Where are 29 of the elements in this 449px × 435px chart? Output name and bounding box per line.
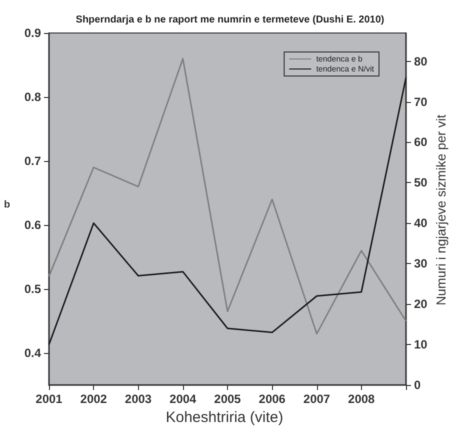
legend-label: tendenca e b	[316, 54, 363, 64]
y2-tick-label: 10	[414, 338, 428, 352]
x-tick-label: 2002	[80, 392, 108, 406]
y-tick-label: 0.5	[24, 282, 42, 296]
x-tick-label: 2007	[303, 392, 330, 406]
x-tick-label: 2005	[214, 392, 242, 406]
y-tick-label: 0.6	[24, 218, 42, 232]
x-tick-label: 2008	[348, 392, 376, 406]
y-tick-label: 0.8	[24, 90, 42, 104]
y2-tick-label: 80	[414, 54, 428, 68]
chart-title: Shperndarja e b ne raport me numrin e termeteve (Dushi E. 2010)	[76, 14, 384, 26]
y-tick-label: 0.7	[24, 154, 42, 168]
x-tick-label: 2006	[258, 392, 286, 406]
y2-axis-title: Numuri i ngjarjeve sizmike per vit	[434, 114, 448, 306]
y-axis-title: b	[4, 200, 10, 210]
y2-tick-label: 30	[414, 256, 428, 271]
x-axis-title: Koheshtriria (vite)	[166, 409, 284, 426]
y2-tick-label: 70	[414, 94, 428, 109]
x-tick-label: 2003	[124, 392, 152, 406]
y-tick-label: 0.4	[24, 346, 42, 360]
y-tick-label: 0.9	[24, 26, 42, 40]
y2-tick-label: 40	[414, 216, 428, 230]
y2-tick-label: 0	[414, 378, 421, 392]
x-tick-label: 2004	[170, 392, 197, 406]
y2-tick-label: 20	[414, 297, 428, 312]
y2-tick-label: 60	[414, 135, 428, 150]
legend-label: tendenca e N/vit	[316, 64, 375, 74]
x-tick-label: 2001	[36, 392, 63, 406]
y2-tick-label: 50	[414, 176, 428, 190]
